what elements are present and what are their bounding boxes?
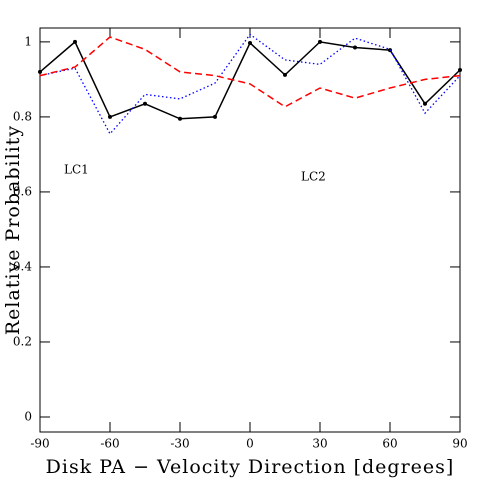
x-axis-title: Disk PA − Velocity Direction [degrees]	[46, 456, 455, 478]
x-tick-label: 0	[246, 437, 254, 451]
point	[458, 68, 462, 73]
point	[108, 114, 112, 119]
point	[353, 45, 357, 50]
point	[283, 72, 287, 77]
y-tick-label: 0.2	[13, 334, 32, 348]
point	[38, 69, 42, 74]
y-axis-title: Relative Probability	[2, 125, 24, 335]
point	[318, 39, 322, 44]
series-label: LC2	[301, 170, 326, 184]
x-tick-label: -90	[30, 437, 49, 451]
point	[213, 114, 217, 119]
y-tick-label: 0.8	[13, 109, 32, 123]
point	[178, 116, 182, 121]
x-tick-label: 30	[312, 437, 327, 451]
point	[143, 101, 147, 106]
series-label: LC1	[64, 163, 89, 177]
y-tick-label: 0.4	[13, 259, 32, 273]
series-line	[39, 40, 461, 120]
plot-frame	[39, 27, 461, 433]
point	[423, 101, 427, 106]
x-tick-label: -60	[100, 437, 119, 451]
point	[73, 39, 77, 44]
x-tick-label: 90	[452, 437, 467, 451]
x-tick-label: 60	[382, 437, 397, 451]
series-line	[39, 36, 461, 108]
x-tick-label: -30	[170, 437, 189, 451]
y-tick-label: 0.6	[13, 184, 32, 198]
point	[248, 41, 252, 46]
series-line	[39, 33, 461, 135]
y-tick-label: 0	[24, 409, 32, 423]
y-tick-label: 1	[24, 34, 32, 48]
